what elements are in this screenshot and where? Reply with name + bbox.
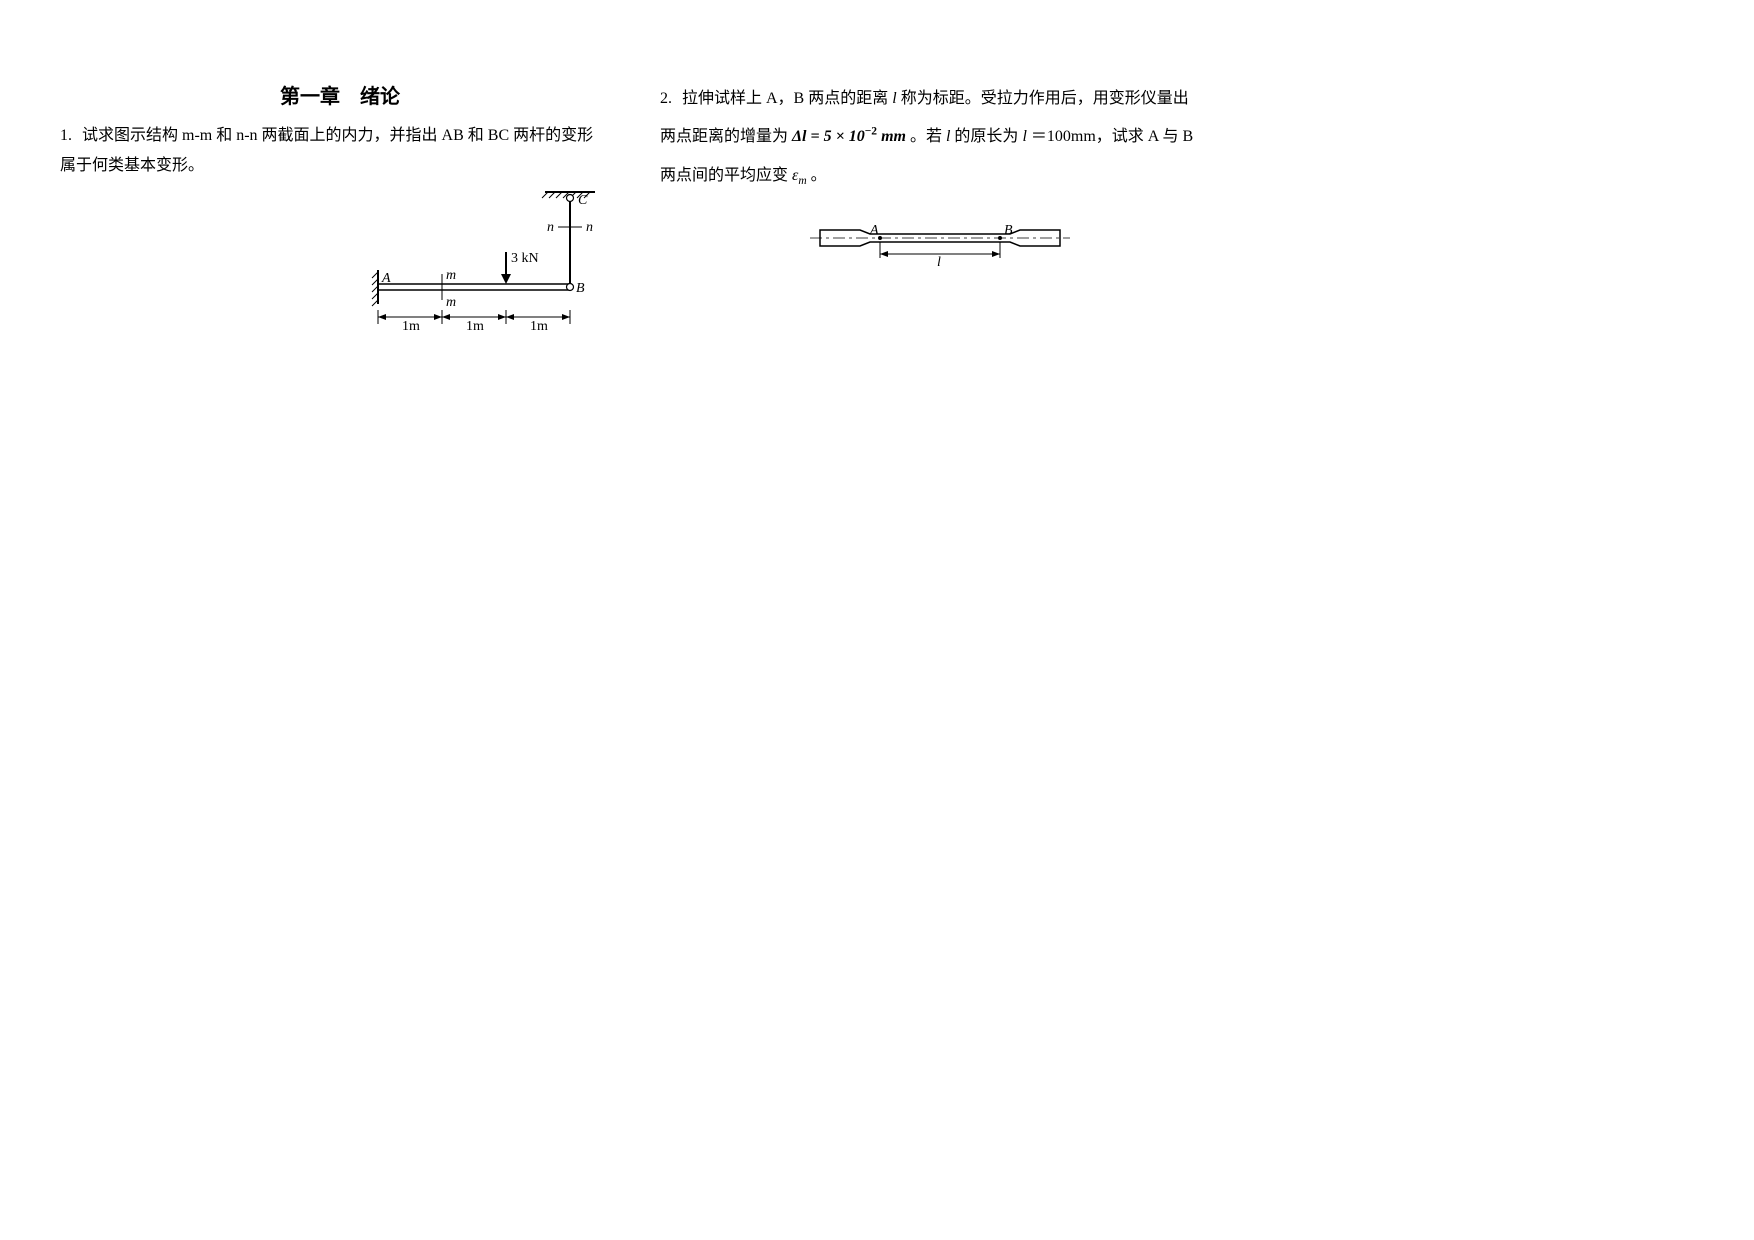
p2-line1b: 称为标距。受拉力作用后，用变形仪量出 — [901, 90, 1189, 107]
dim-3: 1m — [530, 319, 548, 334]
p2-line3a: 两点间的平均应变 — [660, 167, 788, 184]
problem-2-diagram: A B l — [660, 216, 1220, 276]
problem-1-diagram: C n n A — [60, 182, 620, 347]
p2-l-2: l — [946, 128, 950, 145]
p2-line1a: 拉伸试样上 A，B 两点的距离 — [682, 90, 888, 107]
problem-2: 2. 拉伸试样上 A，B 两点的距离 l 称为标距。受拉力作用后，用变形仪量出 … — [660, 80, 1220, 196]
diagram-label-B: B — [576, 281, 585, 296]
p2-delta-eq: Δl = 5 × 10 — [792, 128, 865, 145]
p2-eps-sub: m — [798, 175, 806, 187]
diagram-label-C: C — [578, 193, 588, 208]
p2-line2b: 。若 — [910, 128, 942, 145]
p2-delta-unit: mm — [877, 128, 906, 145]
diagram-load-label: 3 kN — [511, 251, 539, 266]
dim-1: 1m — [402, 319, 420, 334]
p2-l-3: l — [1022, 128, 1026, 145]
chapter-title: 第一章 绪论 — [60, 80, 620, 109]
problem-2-number: 2. — [660, 90, 672, 107]
diagram-label-m-bot: m — [446, 295, 456, 310]
p2-line2c: 的原长为 — [954, 128, 1018, 145]
problem-1-text-b: 属于何类基本变形。 — [60, 157, 204, 174]
dim-2: 1m — [466, 319, 484, 334]
p2-l-1: l — [892, 90, 896, 107]
p2-delta-exp: −2 — [865, 126, 877, 138]
problem-1: 1. 试求图示结构 m-m 和 n-n 两截面上的内力，并指出 AB 和 BC … — [60, 121, 620, 182]
diagram-label-n-left: n — [547, 220, 554, 235]
spec-B: B — [1004, 223, 1013, 238]
spec-A: A — [869, 223, 879, 238]
spec-l: l — [937, 255, 941, 270]
p2-line2a: 两点距离的增量为 — [660, 128, 788, 145]
p2-line2d: ＝100mm，试求 A 与 B — [1031, 128, 1193, 145]
problem-1-number: 1. — [60, 127, 72, 144]
diagram-label-m-top: m — [446, 268, 456, 283]
p2-line3b: 。 — [811, 167, 827, 184]
problem-1-text-a: 试求图示结构 m-m 和 n-n 两截面上的内力，并指出 AB 和 BC 两杆的… — [82, 127, 593, 144]
diagram-label-n-right: n — [586, 220, 593, 235]
